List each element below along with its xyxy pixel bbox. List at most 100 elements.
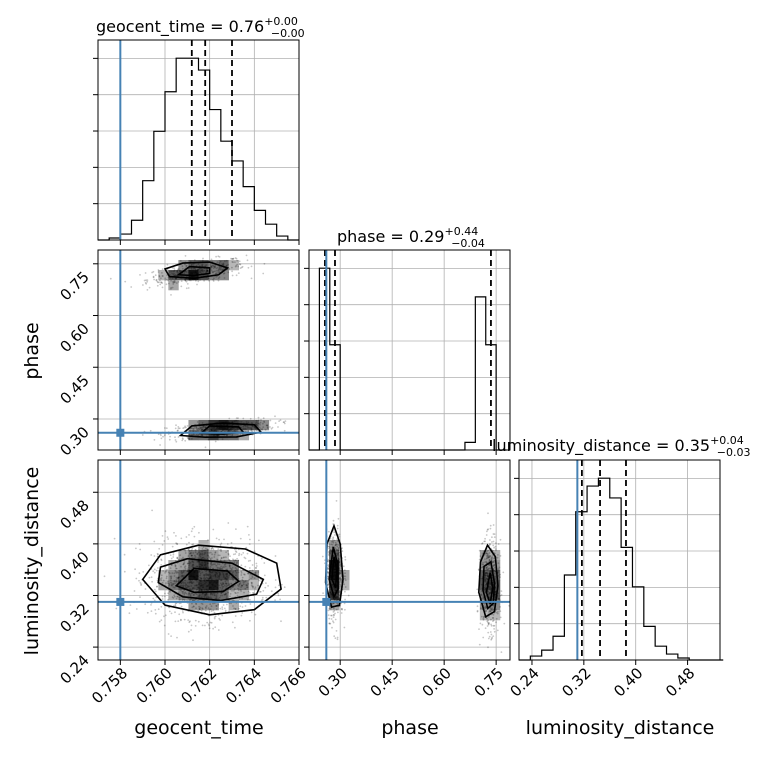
sample-point — [153, 571, 156, 574]
sample-point — [181, 267, 184, 270]
sample-point — [182, 575, 185, 578]
sample-point — [227, 552, 230, 555]
sample-point — [226, 427, 229, 430]
sample-point — [484, 580, 486, 583]
sample-point — [343, 626, 346, 629]
sample-point — [189, 430, 192, 432]
sample-point — [175, 597, 178, 600]
density-bin — [178, 580, 189, 591]
sample-point — [274, 599, 276, 601]
sample-point — [241, 606, 244, 608]
sample-point — [214, 570, 216, 573]
sample-point — [217, 579, 219, 582]
sample-point — [487, 512, 489, 515]
sample-point — [213, 588, 215, 591]
sample-point — [237, 607, 240, 610]
sample-point — [192, 428, 195, 431]
sample-point — [211, 429, 213, 432]
sample-point — [168, 572, 171, 575]
sample-point — [177, 559, 180, 561]
sample-point — [201, 564, 204, 567]
density-bin — [489, 610, 501, 621]
sample-point — [495, 549, 497, 552]
sample-point — [493, 569, 495, 572]
sample-point — [233, 589, 235, 592]
sample-point — [339, 576, 341, 579]
sample-point — [215, 426, 218, 429]
sample-point — [258, 422, 261, 425]
sample-point — [489, 610, 492, 613]
sample-point — [335, 549, 338, 551]
sample-point — [187, 287, 190, 289]
sample-point — [488, 592, 491, 595]
sample-point — [179, 270, 182, 273]
sample-point — [490, 633, 493, 636]
sample-point — [493, 533, 496, 535]
title-luminosity-distance: luminosity_distance = 0.35+0.04 −0.03 — [492, 434, 751, 459]
sample-point — [182, 582, 185, 584]
density-bin — [208, 580, 219, 591]
sample-point — [173, 575, 176, 577]
sample-point — [181, 574, 184, 577]
sample-point — [214, 440, 217, 443]
sample-point — [160, 281, 162, 284]
sample-point — [225, 597, 228, 599]
sample-point — [192, 552, 195, 554]
sample-point — [338, 567, 340, 570]
sample-point — [213, 592, 216, 595]
sample-point — [176, 571, 178, 573]
sample-point — [185, 587, 188, 589]
sample-point — [481, 542, 484, 544]
sample-point — [484, 610, 487, 612]
sample-point — [489, 543, 491, 545]
sample-point — [249, 427, 252, 430]
sample-point — [487, 555, 490, 558]
sample-point — [189, 552, 191, 555]
sample-point — [223, 584, 226, 587]
sample-point — [215, 267, 218, 270]
y-tick-label-phase: 0.60 — [56, 320, 92, 356]
sample-point — [167, 598, 170, 601]
sample-point — [194, 569, 197, 572]
sample-point — [337, 558, 340, 561]
density-bin — [208, 590, 219, 601]
sample-point — [492, 565, 495, 567]
sample-point — [241, 597, 244, 600]
sample-point — [233, 559, 235, 562]
sample-point — [234, 550, 237, 553]
sample-point — [222, 566, 225, 568]
sample-point — [484, 585, 487, 588]
sample-point — [201, 426, 204, 429]
sample-point — [155, 569, 158, 572]
sample-point — [182, 563, 185, 566]
sample-point — [335, 630, 338, 632]
sample-point — [173, 270, 176, 273]
sample-point — [207, 596, 210, 598]
sample-point — [196, 575, 199, 577]
sample-point — [188, 578, 191, 580]
sample-point — [197, 575, 200, 578]
sample-point — [337, 552, 339, 555]
sample-point — [330, 549, 332, 551]
sample-point — [196, 283, 198, 286]
sample-point — [487, 631, 490, 634]
sample-point — [213, 277, 215, 280]
sample-point — [232, 585, 235, 588]
sample-point — [211, 592, 214, 595]
sample-point — [233, 429, 236, 432]
sample-point — [193, 577, 196, 580]
sample-point — [239, 582, 242, 585]
sample-point — [218, 271, 221, 273]
density-bin — [158, 270, 169, 281]
sample-point — [330, 551, 333, 553]
sample-point — [493, 561, 495, 564]
sample-point — [199, 552, 202, 555]
sample-point — [216, 434, 219, 437]
sample-point — [333, 599, 336, 601]
sample-point — [200, 272, 203, 274]
sample-point — [194, 576, 197, 579]
sample-point — [488, 588, 491, 591]
sample-point — [168, 271, 171, 273]
sample-point — [158, 281, 160, 284]
sample-point — [255, 424, 258, 426]
